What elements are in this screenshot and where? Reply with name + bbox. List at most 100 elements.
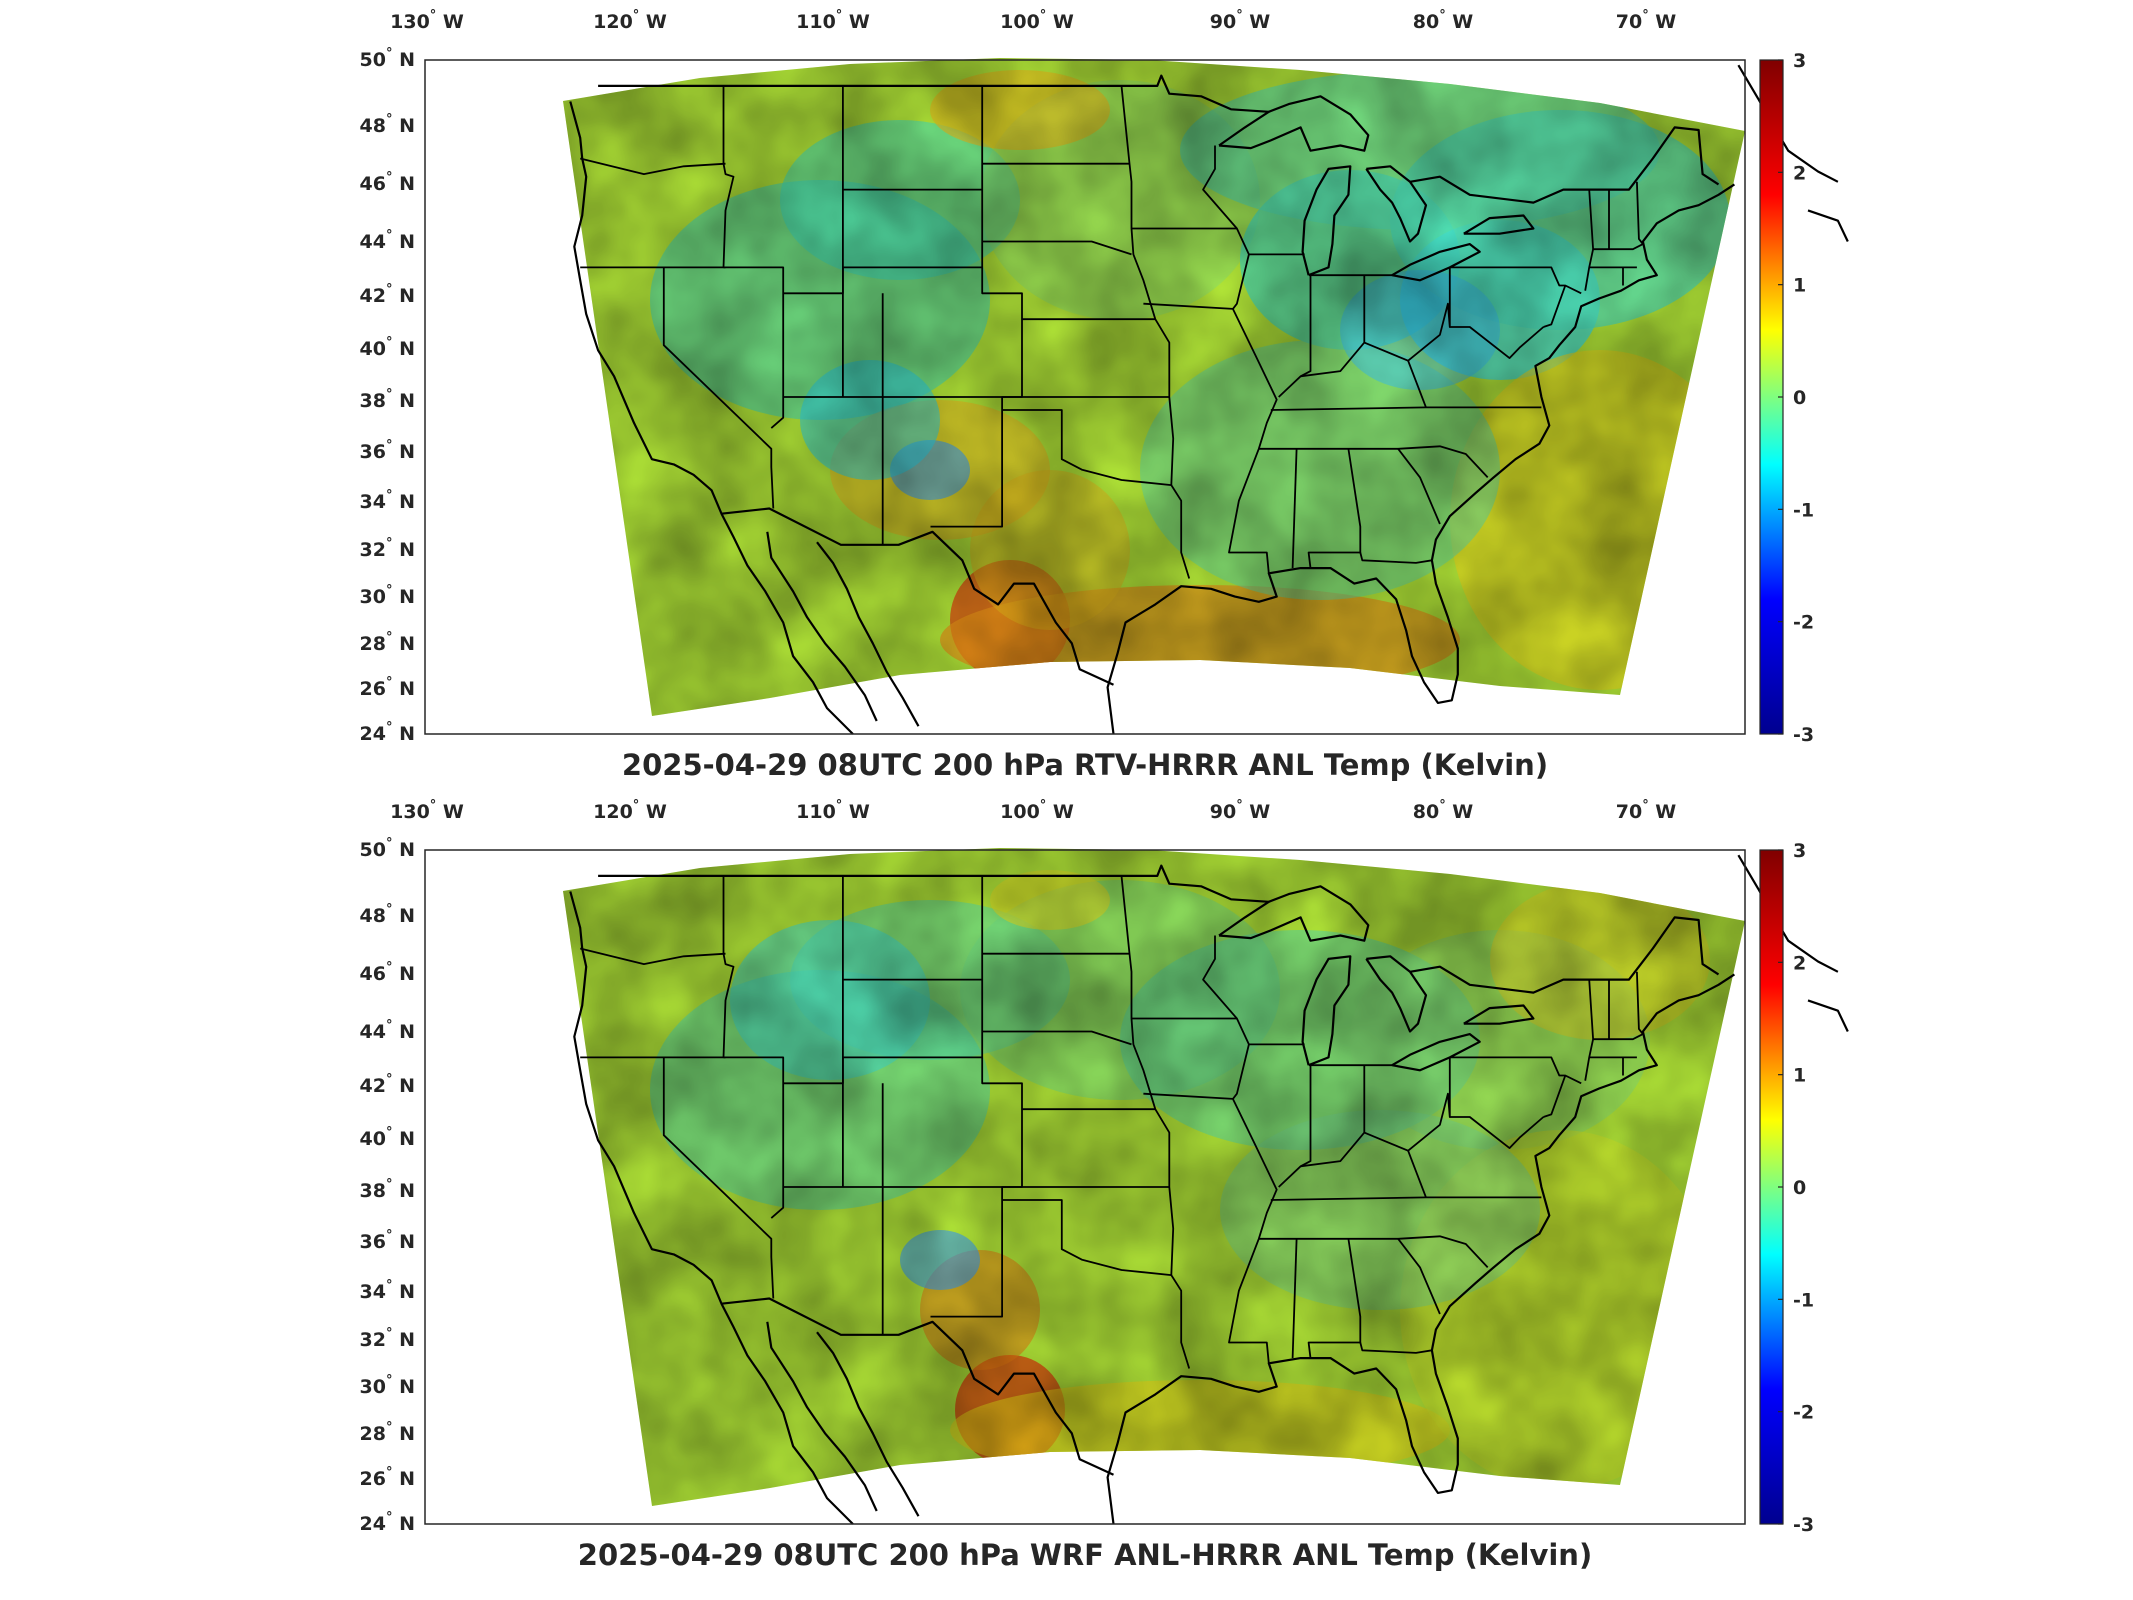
lon-tick-label: 90° W xyxy=(1210,8,1271,33)
state-border xyxy=(1143,302,1278,574)
coastline-gulfCal xyxy=(766,1321,878,1512)
map-axes-frame xyxy=(424,59,1746,735)
state-border xyxy=(1397,448,1441,525)
colorbar-tick-label: -1 xyxy=(1793,1289,1814,1311)
state-border xyxy=(1143,1092,1278,1364)
lat-tick-label: 42° N xyxy=(360,282,415,307)
lat-tick-label: 26° N xyxy=(360,675,415,700)
state-border xyxy=(1449,266,1582,295)
state-border xyxy=(1407,1150,1427,1198)
coastline-canBorder xyxy=(598,74,1269,113)
lon-tick-label: 70° W xyxy=(1616,8,1677,33)
colorbar-tick-label: 3 xyxy=(1793,50,1806,72)
lat-tick-label: 44° N xyxy=(360,228,415,253)
lat-tick-label: 30° N xyxy=(360,1373,415,1398)
coastline-lakeErie xyxy=(1391,243,1481,282)
state-border xyxy=(1449,1116,1544,1149)
state-border xyxy=(982,1030,1132,1046)
coastline-lakeHuron xyxy=(1365,165,1428,243)
state-border xyxy=(1593,1033,1644,1041)
state-border xyxy=(1202,145,1250,310)
lat-tick-label: 46° N xyxy=(360,170,415,195)
coastline-lakeErie xyxy=(1391,1033,1481,1072)
state-border xyxy=(579,947,726,965)
state-border xyxy=(722,85,735,268)
lat-tick-label: 28° N xyxy=(360,630,415,655)
state-border xyxy=(1300,1065,1366,1168)
lat-tick-label: 42° N xyxy=(360,1072,415,1097)
state-border xyxy=(1584,189,1594,291)
state-border xyxy=(1593,243,1644,251)
state-border xyxy=(1359,552,1433,564)
lat-tick-label: 50° N xyxy=(360,836,415,861)
map-figure-rtv: 130° W 120° W 110° W 100° W 90° W 80° W 70° W 5… xyxy=(360,8,1849,746)
lat-tick-label: 24° N xyxy=(360,1510,415,1535)
state-border xyxy=(1202,935,1250,1100)
map-figure-wrf: 130° W 120° W 110° W 100° W 90° W 80° W 70° W 5… xyxy=(360,798,1849,1536)
lat-tick-label: 36° N xyxy=(360,438,415,463)
state-border xyxy=(1449,326,1544,359)
lat-tick-label: 46° N xyxy=(360,960,415,985)
coastline-lakeSup xyxy=(1218,885,1370,942)
lat-tick-label: 48° N xyxy=(360,902,415,927)
state-border xyxy=(579,157,726,175)
lat-tick-label: 40° N xyxy=(360,1125,415,1150)
state-border xyxy=(1449,1056,1582,1085)
coastline-canEast xyxy=(1409,126,1720,204)
map-boundaries xyxy=(569,64,1849,735)
lon-tick-label: 130° W xyxy=(390,8,464,33)
map-axes-frame xyxy=(424,849,1746,1525)
lat-tick-label: 38° N xyxy=(360,1177,415,1202)
lat-tick-label: 32° N xyxy=(360,1326,415,1351)
coastline-lakeMich xyxy=(1301,165,1352,277)
state-border xyxy=(783,266,983,295)
colorbar-tick-label: -3 xyxy=(1793,724,1814,746)
coastline-lakeOnt xyxy=(1463,214,1535,235)
lon-tick-label: 90° W xyxy=(1210,798,1271,823)
coastline-newf xyxy=(1807,999,1849,1032)
colorbar-tick-label: 2 xyxy=(1793,162,1806,184)
lat-tick-label: 38° N xyxy=(360,387,415,412)
coastline-canBorder xyxy=(598,864,1269,903)
state-border xyxy=(1407,1057,1451,1152)
state-border xyxy=(722,875,735,1058)
lat-tick-label: 26° N xyxy=(360,1465,415,1490)
state-border xyxy=(1120,85,1175,486)
coastline-westCoast xyxy=(569,101,854,735)
map-panel-wrf: 130° W 120° W 110° W 100° W 90° W 80° W 70° W 5… xyxy=(0,790,2133,1590)
colorbar-tick-label: -1 xyxy=(1793,499,1814,521)
lon-tick-label: 130° W xyxy=(390,798,464,823)
state-border xyxy=(1407,360,1427,408)
state-border xyxy=(662,267,775,509)
lon-tick-label: 110° W xyxy=(796,798,870,823)
lat-tick-label: 50° N xyxy=(360,46,415,71)
state-border xyxy=(1278,275,1312,398)
state-border xyxy=(1002,409,1191,579)
colorbar-tick-label: -3 xyxy=(1793,1514,1814,1536)
colorbar-tick-label: 1 xyxy=(1793,1065,1806,1087)
state-border xyxy=(1300,275,1366,378)
lat-tick-label: 24° N xyxy=(360,720,415,745)
state-border xyxy=(662,1057,775,1299)
lat-tick-label: 48° N xyxy=(360,112,415,137)
colorbar-tick-label: 0 xyxy=(1793,1177,1806,1199)
colorbar-tick-label: 2 xyxy=(1793,952,1806,974)
state-border xyxy=(1636,971,1644,1035)
state-border xyxy=(1636,181,1644,245)
state-border xyxy=(982,240,1132,256)
lat-tick-label: 36° N xyxy=(360,1228,415,1253)
coastline-borderUSMex xyxy=(721,1297,1114,1476)
coastline-borderUSMex xyxy=(721,507,1114,686)
lon-tick-label: 70° W xyxy=(1616,798,1677,823)
lat-tick-label: 32° N xyxy=(360,536,415,561)
coastline-gulfCoast xyxy=(1106,183,1736,735)
state-border xyxy=(1363,341,1409,362)
state-border xyxy=(1291,448,1298,569)
coastline-westCoast xyxy=(569,891,854,1525)
state-border xyxy=(842,978,1023,1318)
state-border xyxy=(1584,979,1594,1081)
state-border xyxy=(1407,267,1451,362)
state-border xyxy=(1359,1342,1433,1354)
map-title-rtv: 2025-04-29 08UTC 200 hPa RTV-HRRR ANL Te… xyxy=(621,748,1549,782)
colorbar-tick-label: -2 xyxy=(1793,1402,1814,1424)
